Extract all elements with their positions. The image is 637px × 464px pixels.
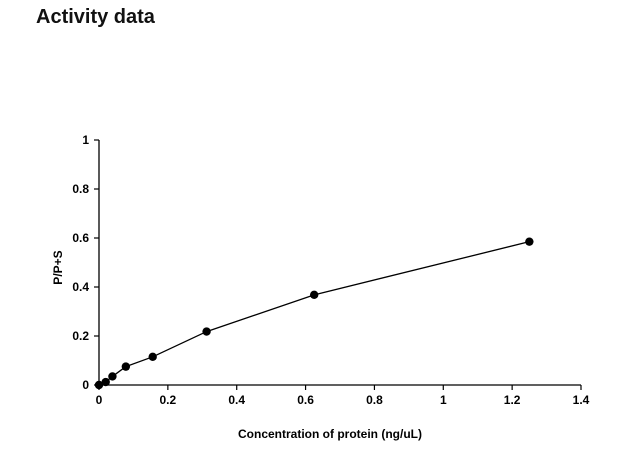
data-point (525, 237, 534, 246)
y-tick-label: 0.6 (72, 231, 89, 245)
y-tick-label: 0.2 (72, 329, 89, 343)
y-axis-ticks: 0 0.2 0.4 0.6 0.8 1 (72, 133, 99, 392)
x-tick-label: 0.8 (366, 393, 383, 407)
x-tick-label: 0.2 (160, 393, 177, 407)
y-tick-label: 0.4 (72, 280, 89, 294)
x-tick-label: 0 (96, 393, 103, 407)
x-tick-label: 0.4 (228, 393, 245, 407)
data-point (101, 377, 110, 387)
data-point (148, 352, 157, 362)
series-line (98, 241, 530, 386)
data-point (108, 372, 117, 381)
series-layer (94, 237, 534, 390)
data-point (94, 380, 104, 390)
chart-axes (98, 140, 581, 386)
data-point (202, 327, 211, 336)
data-point (309, 290, 319, 300)
x-tick-label: 1.4 (573, 393, 590, 407)
y-tick-label: 1 (82, 133, 89, 147)
data-point (121, 362, 131, 371)
x-axis-ticks: 0 0.2 0.4 0.6 0.8 1 1.2 1.4 (96, 385, 590, 407)
y-tick-label: 0 (82, 378, 89, 392)
y-axis-title: P/P+S (51, 250, 65, 284)
page-heading: Activity data (36, 6, 155, 28)
x-tick-label: 1 (440, 393, 447, 407)
y-tick-label: 0.8 (72, 182, 89, 196)
x-axis-title: Concentration of protein (ng/uL) (238, 427, 422, 441)
x-tick-label: 0.6 (297, 393, 314, 407)
x-tick-label: 1.2 (504, 393, 521, 407)
